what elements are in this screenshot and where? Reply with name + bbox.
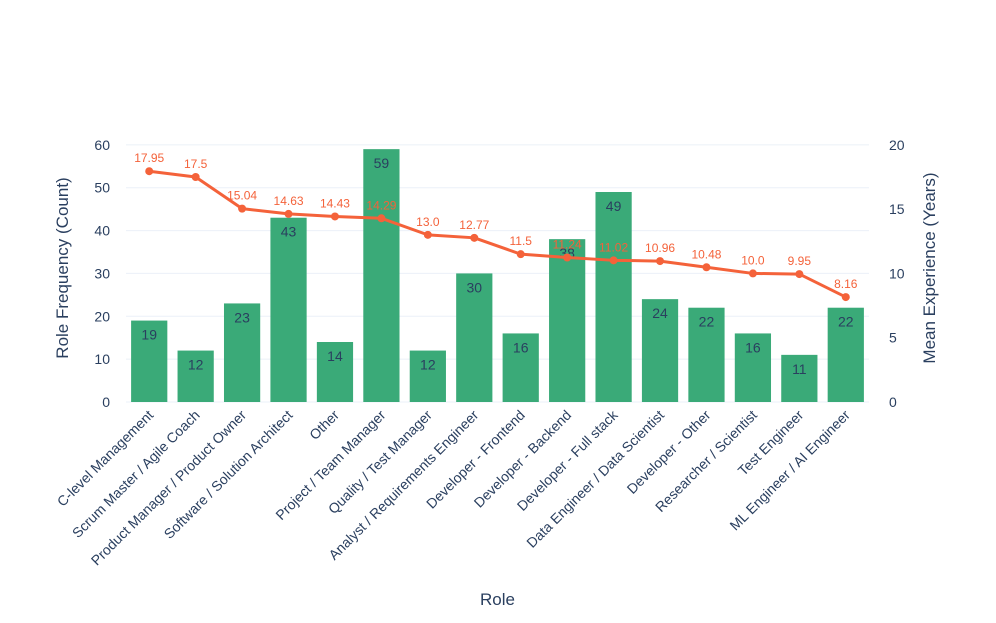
y2-tick-label: 20 — [889, 137, 905, 153]
y-axis-title: Role Frequency (Count) — [53, 177, 72, 358]
bar-value-label: 16 — [513, 339, 529, 355]
bar — [131, 320, 168, 402]
experience-value-label: 9.95 — [788, 254, 812, 268]
x-tick-label: Other — [306, 407, 342, 443]
experience-value-label: 17.95 — [134, 151, 164, 165]
y2-tick-label: 0 — [889, 394, 897, 410]
y-axis-ticks: 0 10 20 30 40 50 60 — [94, 137, 110, 410]
experience-point — [609, 256, 618, 265]
experience-point — [748, 269, 757, 278]
experience-point — [563, 253, 572, 262]
y-tick-label: 20 — [94, 308, 110, 324]
experience-point — [284, 209, 293, 218]
bar — [270, 217, 307, 402]
x-axis-title: Role — [480, 590, 515, 609]
experience-value-label: 15.04 — [227, 189, 257, 203]
experience-line — [145, 167, 850, 302]
experience-point — [841, 293, 850, 302]
experience-value-label: 17.5 — [184, 157, 208, 171]
bar — [688, 307, 725, 402]
experience-point — [330, 212, 339, 221]
bar — [781, 354, 818, 402]
experience-point — [145, 167, 154, 176]
experience-value-label: 10.96 — [645, 241, 675, 255]
experience-value-label: 13.0 — [416, 215, 440, 229]
experience-point — [191, 173, 200, 181]
experience-value-label: 12.77 — [459, 218, 489, 232]
bar-value-label: 16 — [745, 339, 761, 355]
x-tick-label: Developer - Other — [624, 407, 714, 497]
bar — [409, 350, 446, 402]
experience-value-label: 11.24 — [553, 237, 582, 251]
y-tick-label: 40 — [94, 223, 110, 239]
experience-point — [702, 263, 711, 272]
bar — [549, 239, 586, 402]
experience-line-path — [149, 169, 847, 299]
bar — [363, 149, 400, 402]
bar — [177, 350, 214, 402]
experience-value-label: 10.48 — [691, 247, 721, 261]
y2-axis-title: Mean Experience (Years) — [920, 172, 939, 363]
experience-value-label: 8.16 — [834, 277, 858, 291]
bars — [131, 149, 864, 402]
experience-point — [238, 204, 247, 213]
y2-axis-ticks: 0 5 10 15 20 — [889, 137, 905, 410]
bar-value-label: 11 — [792, 361, 807, 377]
bar — [316, 342, 354, 402]
experience-value-label: 14.29 — [366, 198, 396, 212]
experience-point — [795, 270, 804, 279]
bar-value-label: 14 — [327, 348, 343, 364]
bar — [734, 333, 772, 402]
y2-tick-label: 10 — [889, 265, 905, 281]
y-tick-label: 50 — [94, 180, 110, 196]
experience-value-label: 14.43 — [320, 196, 350, 210]
bar-value-label: 22 — [838, 314, 854, 330]
bar — [641, 299, 679, 402]
experience-point — [656, 257, 665, 266]
bar — [502, 333, 539, 402]
experience-point — [423, 230, 432, 239]
experience-value-label: 10.0 — [741, 253, 765, 267]
y-tick-label: 60 — [94, 137, 110, 153]
bar-value-label: 43 — [281, 224, 297, 240]
y-tick-label: 10 — [94, 351, 110, 367]
bar — [595, 192, 632, 402]
experience-point — [516, 250, 525, 259]
bar-value-label: 12 — [188, 357, 204, 373]
experience-value-label: 11.5 — [509, 234, 532, 248]
y2-tick-label: 5 — [889, 330, 897, 346]
experience-value-label: 14.63 — [274, 194, 304, 208]
experience-value-label: 11.02 — [599, 240, 628, 254]
bar-value-label: 59 — [374, 155, 390, 171]
experience-point — [470, 233, 479, 242]
bar — [223, 303, 261, 402]
line-labels: 17.95 17.5 15.04 14.63 14.43 14.29 13.0 12.77 11… — [134, 151, 858, 291]
bar-value-label: 30 — [466, 279, 482, 295]
y2-tick-label: 15 — [889, 201, 905, 217]
bar-value-label: 23 — [234, 309, 250, 325]
bar-value-label: 19 — [141, 327, 157, 343]
bar-value-label: 12 — [420, 357, 436, 373]
bar-value-label: 22 — [699, 314, 715, 330]
bar-value-label: 24 — [652, 305, 668, 321]
bar-value-label: 49 — [606, 198, 622, 214]
bar — [827, 307, 864, 402]
bar — [456, 273, 493, 402]
experience-point — [377, 214, 386, 223]
y-tick-label: 30 — [94, 265, 110, 281]
y-tick-label: 0 — [102, 394, 110, 410]
